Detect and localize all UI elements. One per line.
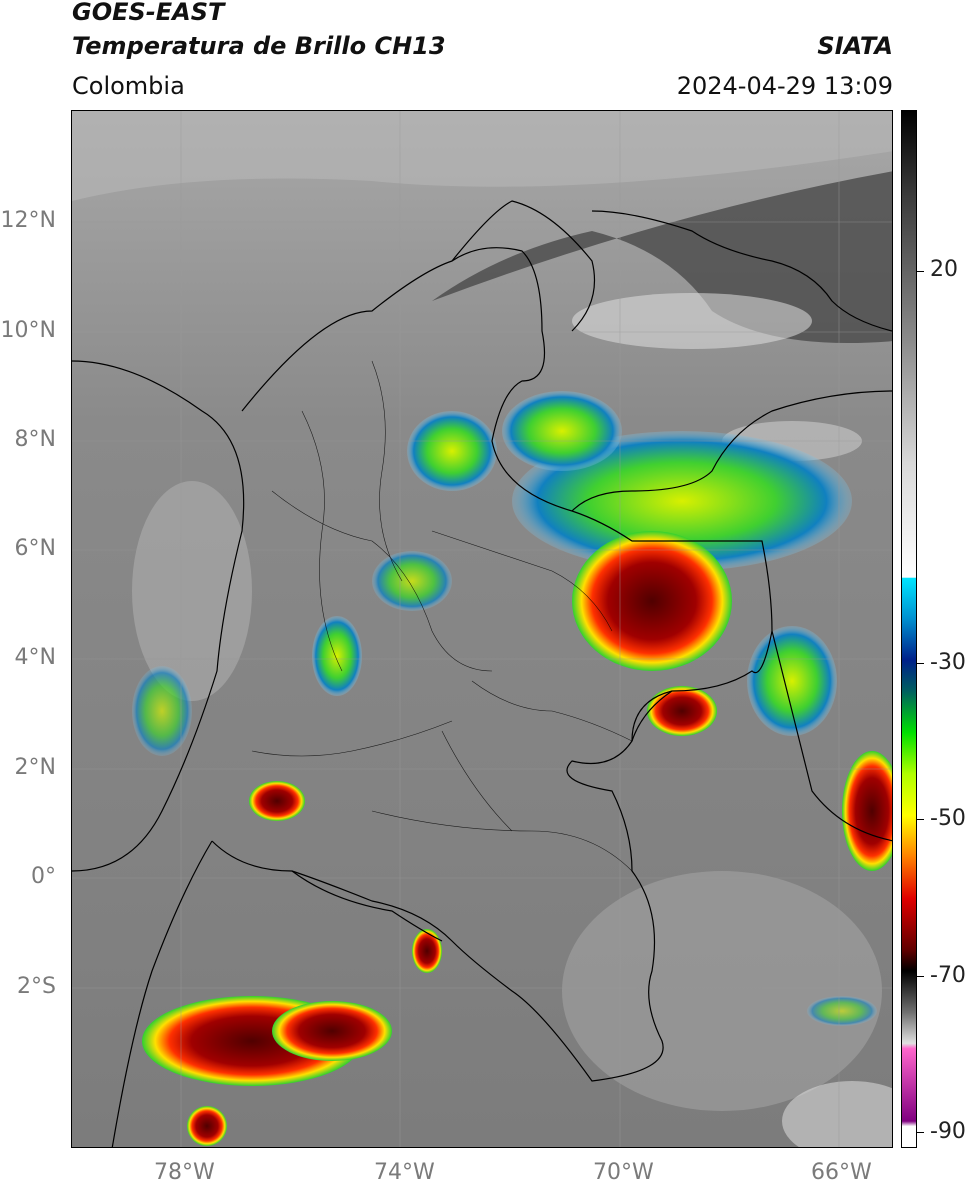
lat-tick: 12°N [0,208,56,233]
colorbar-tick-label: -30 [930,650,966,675]
region-label: Colombia [72,72,185,100]
colorbar-tick-label: -70 [930,963,966,988]
brightness-temperature-image [72,111,892,1147]
lat-tick: 2°N [14,755,56,780]
lat-tick: 10°N [0,318,56,343]
lat-tick: 8°N [14,427,56,452]
lat-tick: 0° [31,864,56,889]
lat-tick: 4°N [14,645,56,670]
lon-tick: 66°W [811,1160,872,1185]
satellite-map [71,110,893,1148]
colorbar-tick-label: 20 [930,257,958,282]
colorbar-tick-label: -50 [930,806,966,831]
lon-tick: 78°W [154,1160,215,1185]
colorbar-tick-mark [917,976,924,977]
product-title: GOES-EAST [72,0,225,26]
colorbar-tick-mark [917,1132,924,1133]
lat-tick: 2°S [17,974,56,999]
product-subtitle: Temperatura de Brillo CH13 [72,32,446,60]
lat-tick: 6°N [14,536,56,561]
colorbar-tick-mark [917,819,924,820]
temperature-colorbar [901,110,917,1148]
colorbar-tick-mark [917,663,924,664]
brand-label: SIATA [817,32,893,60]
lon-tick: 70°W [593,1160,654,1185]
lon-tick: 74°W [374,1160,435,1185]
timestamp: 2024-04-29 13:09 [676,72,893,100]
colorbar-tick-mark [917,271,924,272]
colorbar-tick-label: -90 [930,1119,966,1144]
